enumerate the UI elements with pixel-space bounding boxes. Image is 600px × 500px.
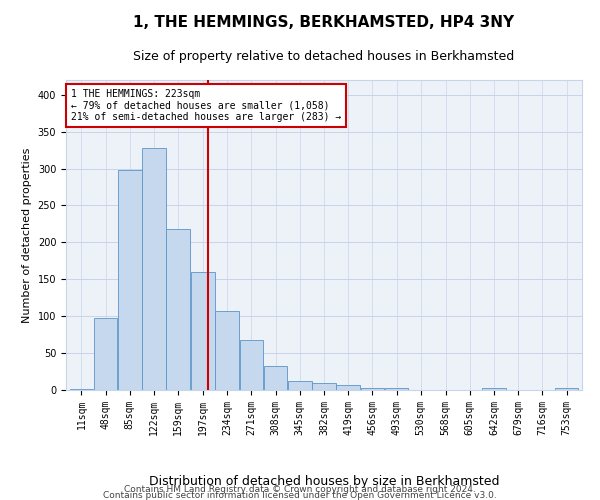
Bar	[288, 381, 311, 390]
Bar	[191, 272, 215, 390]
Bar	[70, 388, 93, 390]
Bar	[239, 340, 263, 390]
Text: 1, THE HEMMINGS, BERKHAMSTED, HP4 3NY: 1, THE HEMMINGS, BERKHAMSTED, HP4 3NY	[133, 15, 515, 30]
Text: Contains public sector information licensed under the Open Government Licence v3: Contains public sector information licen…	[103, 491, 497, 500]
Bar	[118, 170, 142, 390]
Bar	[361, 388, 384, 390]
Y-axis label: Number of detached properties: Number of detached properties	[22, 148, 32, 322]
Bar	[215, 311, 239, 390]
Bar	[482, 388, 506, 390]
Bar	[264, 366, 287, 390]
Text: Size of property relative to detached houses in Berkhamsted: Size of property relative to detached ho…	[133, 50, 515, 63]
Bar	[166, 229, 190, 390]
Bar	[337, 385, 360, 390]
Bar	[385, 388, 409, 390]
Text: Contains HM Land Registry data © Crown copyright and database right 2024.: Contains HM Land Registry data © Crown c…	[124, 485, 476, 494]
Bar	[142, 148, 166, 390]
Bar	[94, 318, 118, 390]
Bar	[312, 382, 336, 390]
Text: Distribution of detached houses by size in Berkhamsted: Distribution of detached houses by size …	[149, 474, 499, 488]
Bar	[555, 388, 578, 390]
Text: 1 THE HEMMINGS: 223sqm
← 79% of detached houses are smaller (1,058)
21% of semi-: 1 THE HEMMINGS: 223sqm ← 79% of detached…	[71, 89, 341, 122]
